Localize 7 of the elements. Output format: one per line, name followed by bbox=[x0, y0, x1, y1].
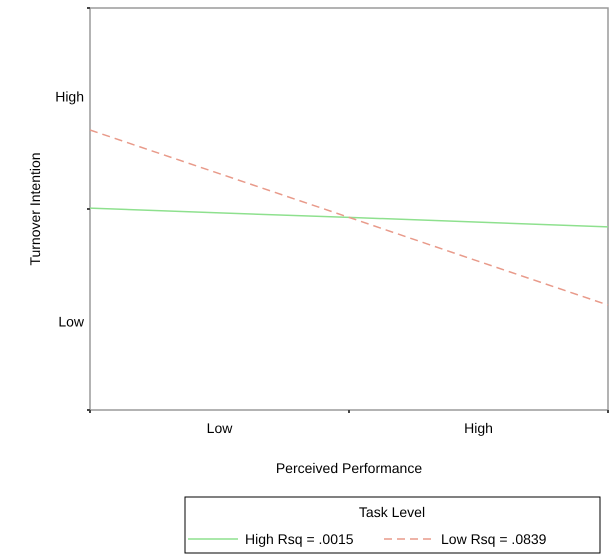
text: Low bbox=[58, 314, 85, 330]
x-axis-title: Perceived Performance bbox=[276, 460, 422, 476]
legend-label: High Rsq = .0015 bbox=[245, 531, 354, 547]
legend-label: Low Rsq = .0839 bbox=[441, 531, 547, 547]
text: High bbox=[55, 88, 84, 104]
legend-title: Task Level bbox=[358, 504, 426, 520]
y-axis-title: Turnover Intention bbox=[27, 152, 43, 266]
